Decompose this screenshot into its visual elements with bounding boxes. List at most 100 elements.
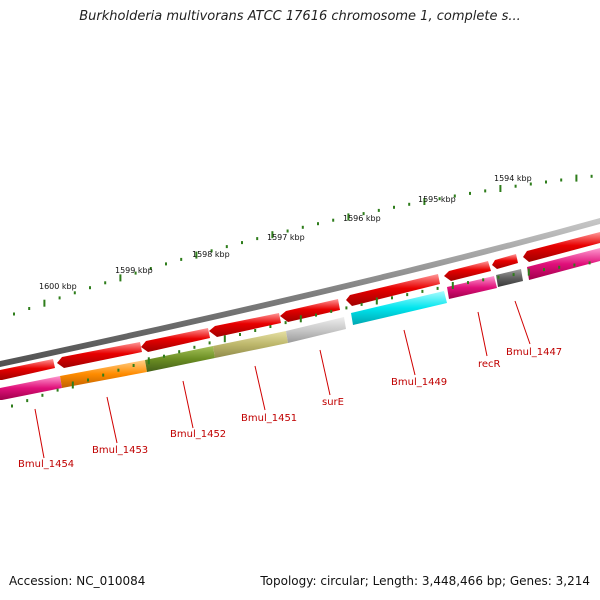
- cog-category-bars: [0, 248, 600, 400]
- leader-lines: [34, 300, 531, 459]
- gene-label-recr: recR: [478, 359, 501, 370]
- gene-arrow-fwd-2: [57, 342, 142, 368]
- inner-scale-minor-tick: [436, 286, 439, 290]
- inner-scale-minor-tick: [193, 345, 196, 349]
- cog-bar-bmul-1452: [145, 346, 215, 372]
- outer-scale-minor-tick: [210, 249, 213, 253]
- outer-scale-minor-tick: [180, 257, 183, 261]
- outer-scale-minor-tick: [149, 267, 152, 270]
- scale-label-1598-kbp: 1598 kbp: [192, 250, 230, 259]
- map-title: Burkholderia multivorans ATCC 17616 chro…: [79, 9, 521, 24]
- inner-scale-minor-tick: [56, 388, 59, 392]
- gene-labels: Bmul_1454 Bmul_1453 Bmul_1452 Bmul_1451 …: [18, 347, 562, 470]
- inner-scale-minor-tick: [391, 296, 393, 300]
- scale-label-1596-kbp: 1596 kbp: [343, 214, 381, 223]
- leader-line-bmul-1454: [34, 408, 45, 459]
- inner-scale-minor-tick: [132, 364, 135, 367]
- outer-scale-minor-tick: [514, 184, 517, 188]
- outer-scale-minor-tick: [590, 174, 593, 178]
- outer-scale-minor-tick: [529, 182, 532, 186]
- outer-scale-major-tick: [271, 231, 274, 239]
- leader-line-bmul-1449: [403, 329, 416, 376]
- gene-arrow-fwd-8: [492, 254, 518, 269]
- gene-label-bmul-1454: Bmul_1454: [18, 459, 74, 470]
- scale-label-1594-kbp: 1594 kbp: [494, 174, 532, 183]
- cog-bar-bmul-1451: [213, 331, 288, 358]
- outer-scale-minor-tick: [408, 202, 411, 206]
- inner-scale-minor-tick: [406, 293, 409, 297]
- scale-labels: 1600 kbp 1599 kbp 1598 kbp 1597 kbp 1596…: [39, 174, 532, 291]
- outer-scale-major-tick: [119, 274, 122, 282]
- inner-scale-minor-tick: [87, 378, 89, 382]
- outer-scale-minor-tick: [256, 237, 259, 241]
- gene-label-bmul-1453: Bmul_1453: [92, 445, 148, 456]
- outer-scale-minor-tick: [469, 191, 471, 195]
- scale-label-1595-kbp: 1595 kbp: [418, 195, 456, 204]
- leader-line-recr: [477, 311, 488, 357]
- inner-scale-ticks: [11, 261, 591, 408]
- outer-scale-minor-tick: [438, 197, 441, 201]
- outer-scale-minor-tick: [377, 208, 380, 212]
- inner-scale-minor-tick: [482, 278, 485, 282]
- inner-scale-minor-tick: [360, 302, 363, 306]
- inner-scale-minor-tick: [117, 368, 120, 372]
- gene-label-bmul-1449: Bmul_1449: [391, 377, 447, 388]
- inner-scale-minor-tick: [11, 404, 13, 408]
- inner-scale-minor-tick: [558, 265, 561, 269]
- forward-strand-genes: [0, 232, 600, 380]
- inner-scale-major-tick: [375, 297, 378, 305]
- outer-scale-minor-tick: [560, 178, 563, 182]
- gene-arrow-fwd-5: [280, 299, 340, 322]
- outer-scale-minor-tick: [332, 218, 335, 222]
- outer-scale-minor-tick: [393, 205, 395, 209]
- inner-scale-minor-tick: [497, 275, 500, 279]
- outer-scale-minor-tick: [165, 262, 167, 266]
- outer-scale-minor-tick: [545, 180, 547, 184]
- cog-bar-recr: [447, 276, 497, 299]
- outer-scale-ticks: [13, 174, 593, 316]
- outer-scale-major-tick: [575, 174, 578, 182]
- cog-bar-sure: [286, 317, 346, 343]
- outer-scale-minor-tick: [286, 229, 289, 233]
- inner-scale-minor-tick: [284, 321, 287, 325]
- outer-scale-minor-tick: [362, 212, 365, 216]
- inner-scale-minor-tick: [41, 393, 44, 397]
- scale-label-1597-kbp: 1597 kbp: [267, 233, 305, 242]
- outer-scale-minor-tick: [301, 225, 304, 229]
- inner-scale-minor-tick: [269, 325, 272, 328]
- outer-scale-minor-tick: [241, 241, 243, 245]
- cog-bar-bmul-1454: [0, 376, 62, 400]
- inner-scale-major-tick: [527, 268, 530, 276]
- gene-arrow-fwd-6: [346, 274, 440, 306]
- outer-scale-minor-tick: [484, 189, 487, 193]
- outer-scale-major-tick: [423, 198, 426, 205]
- outer-scale-minor-tick: [13, 312, 15, 316]
- gene-label-bmul-1452: Bmul_1452: [170, 429, 226, 440]
- leader-line-bmul-1452: [182, 380, 194, 429]
- inner-scale-minor-tick: [315, 313, 317, 317]
- chromosome-backbone: [0, 218, 600, 367]
- gene-arrow-fwd-7: [444, 261, 491, 281]
- outer-scale-minor-tick: [58, 296, 61, 300]
- outer-scale-major-tick: [43, 299, 46, 307]
- outer-scale-minor-tick: [89, 286, 91, 290]
- gene-label-bmul-1447: Bmul_1447: [506, 347, 562, 358]
- inner-scale-minor-tick: [163, 354, 165, 358]
- inner-scale-minor-tick: [26, 399, 29, 403]
- gene-arrow-fwd-3: [141, 328, 210, 352]
- outer-scale-minor-tick: [104, 281, 107, 285]
- outer-scale-minor-tick: [225, 245, 228, 249]
- inner-scale-minor-tick: [421, 289, 424, 293]
- inner-scale-minor-tick: [102, 373, 105, 377]
- gene-arrow-fwd-9: [523, 232, 600, 262]
- inner-scale-minor-tick: [178, 350, 181, 354]
- outer-scale-major-tick: [499, 185, 502, 192]
- cog-bar-bmul-1449: [351, 291, 447, 325]
- gene-label-bmul-1451: Bmul_1451: [241, 413, 297, 424]
- inner-scale-minor-tick: [512, 273, 515, 277]
- outer-scale-minor-tick: [28, 307, 31, 310]
- inner-scale-minor-tick: [543, 268, 545, 272]
- inner-scale-major-tick: [299, 315, 302, 323]
- leader-line-bmul-1453: [106, 396, 118, 444]
